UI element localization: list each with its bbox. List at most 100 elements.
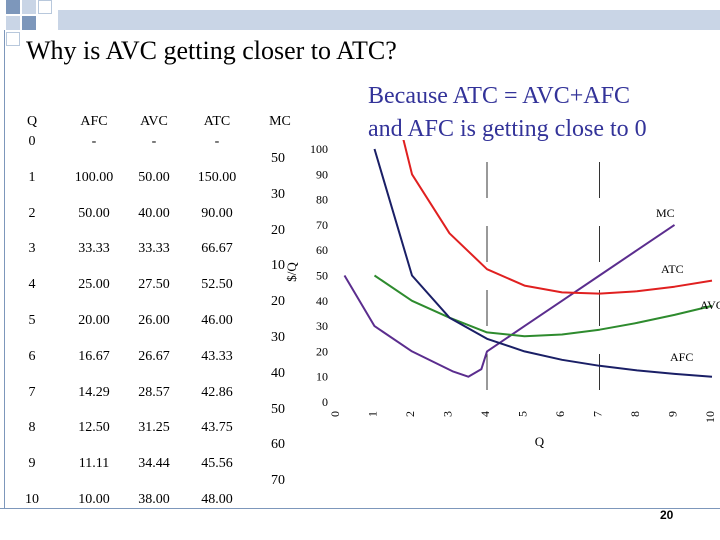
table-cell: 3 bbox=[28, 241, 36, 257]
x-tick-label: 5 bbox=[516, 411, 530, 417]
x-tick-label: 6 bbox=[553, 411, 567, 417]
slide-subtitle: Because ATC = AVC+AFC and AFC is getting… bbox=[368, 80, 647, 146]
table-header: Q bbox=[26, 114, 38, 129]
table-cell-mc: 30 bbox=[271, 330, 285, 345]
decor-square bbox=[22, 0, 36, 14]
table-cell: 2 bbox=[28, 205, 36, 221]
y-tick-label: 80 bbox=[316, 193, 328, 207]
table-cell: 5 bbox=[28, 313, 36, 328]
table-cell: 100.00 bbox=[74, 169, 114, 185]
table-cell: 26.00 bbox=[138, 313, 170, 328]
table-cell-mc: 20 bbox=[271, 294, 285, 310]
table-cell: - bbox=[151, 134, 157, 149]
table-cell: 33.33 bbox=[78, 241, 110, 257]
table-cell: 1 bbox=[28, 169, 36, 185]
cost-curves-chart: 0 10 20 30 40 50 60 70 80 90 100 0 1 2 3 4 5 6 7 8 9 10 $/Q Q MC… bbox=[284, 140, 720, 449]
series-label-atc: ATC bbox=[661, 262, 684, 276]
table-cell: 90.00 bbox=[201, 205, 233, 221]
decor-square bbox=[6, 0, 20, 14]
table-cell: - bbox=[214, 134, 220, 149]
y-tick-label: 10 bbox=[316, 370, 328, 384]
table-cell-mc: 20 bbox=[271, 222, 285, 238]
table-cell: 48.00 bbox=[201, 492, 233, 507]
left-accent-line bbox=[4, 30, 5, 508]
x-axis-label: Q bbox=[535, 434, 545, 449]
series-line-mc bbox=[343, 224, 676, 378]
subtitle-line: Because ATC = AVC+AFC bbox=[368, 83, 630, 109]
table-cell: 33.33 bbox=[138, 241, 170, 257]
table-cell: 8 bbox=[28, 420, 36, 436]
y-tick-label: 60 bbox=[316, 243, 328, 257]
table-cell-mc: 60 bbox=[271, 437, 285, 453]
x-tick-label: 1 bbox=[366, 411, 380, 417]
slide-title: Why is AVC getting closer to ATC? bbox=[26, 36, 397, 65]
table-cell: 25.00 bbox=[78, 277, 110, 293]
table-cell: 42.86 bbox=[201, 384, 233, 400]
table-header: AFC bbox=[80, 114, 108, 129]
series-group bbox=[343, 140, 713, 378]
cost-table: Q AFC AVC ATC MC 0 - - - 1 100.00 50.00 150.00 2 50.00… bbox=[14, 114, 314, 514]
table-cell-mc: 10 bbox=[271, 258, 285, 274]
table-cell: 20.00 bbox=[78, 313, 110, 328]
table-cell-mc: 50 bbox=[271, 401, 285, 417]
series-line-atc bbox=[402, 140, 713, 295]
series-label-mc: MC bbox=[656, 206, 675, 220]
table-cell: 6 bbox=[28, 348, 36, 364]
y-axis-label: $/Q bbox=[284, 262, 299, 282]
x-tick-label: 8 bbox=[628, 411, 642, 417]
table-cell: 10.00 bbox=[78, 492, 110, 507]
y-tick-label: 20 bbox=[316, 344, 328, 358]
table-cell: 14.29 bbox=[78, 384, 110, 400]
table-cell: 10 bbox=[25, 492, 39, 507]
table-cell: 27.50 bbox=[138, 277, 170, 293]
table-cell: 150.00 bbox=[197, 169, 237, 185]
table-cell: 52.50 bbox=[201, 277, 233, 293]
table-cell-mc: 50 bbox=[271, 151, 285, 166]
y-tick-label: 70 bbox=[316, 218, 328, 232]
table-cell: 7 bbox=[28, 384, 36, 400]
page-number: 20 bbox=[660, 508, 674, 522]
decor-square bbox=[22, 16, 36, 30]
x-tick-label: 0 bbox=[328, 411, 342, 417]
y-tick-label: 0 bbox=[322, 395, 328, 409]
x-tick-label: 4 bbox=[478, 411, 492, 417]
y-tick-label: 40 bbox=[316, 294, 328, 308]
series-line-avc bbox=[373, 274, 713, 338]
table-cell: 43.33 bbox=[201, 348, 233, 364]
table-cell: 66.67 bbox=[201, 241, 233, 257]
bottom-accent-line bbox=[0, 508, 720, 509]
series-label-avc: AVC bbox=[700, 298, 720, 312]
table-cell-mc: 70 bbox=[271, 473, 285, 489]
top-accent-bar bbox=[58, 10, 720, 30]
table-cell: 43.75 bbox=[201, 420, 233, 436]
table-cell-mc: 30 bbox=[271, 186, 285, 202]
table-cell: - bbox=[91, 134, 97, 149]
table-cell: 12.50 bbox=[78, 420, 110, 436]
table-header: AVC bbox=[140, 114, 168, 129]
table-header: ATC bbox=[203, 114, 231, 129]
table-header: MC bbox=[269, 114, 291, 129]
decor-square bbox=[38, 0, 52, 14]
series-label-afc: AFC bbox=[670, 350, 693, 364]
x-tick-label: 2 bbox=[403, 411, 417, 417]
x-tick-label: 3 bbox=[441, 411, 455, 417]
table-cell: 50.00 bbox=[78, 205, 110, 221]
subtitle-line: and AFC is getting close to 0 bbox=[368, 116, 647, 142]
y-tick-label: 90 bbox=[316, 167, 328, 181]
x-tick-label: 9 bbox=[666, 411, 680, 417]
y-tick-label: 30 bbox=[316, 319, 328, 333]
y-tick-label: 50 bbox=[316, 269, 328, 283]
decor-square bbox=[6, 32, 20, 46]
decor-square bbox=[6, 16, 20, 30]
table-cell: 46.00 bbox=[201, 313, 233, 328]
table-cell: 16.67 bbox=[78, 348, 110, 364]
x-tick-label: 7 bbox=[591, 411, 605, 417]
series-line-afc bbox=[373, 148, 713, 378]
table-cell: 50.00 bbox=[138, 169, 170, 185]
table-cell: 26.67 bbox=[138, 348, 170, 364]
table-cell: 40.00 bbox=[138, 205, 170, 221]
table-cell: 11.11 bbox=[78, 456, 110, 472]
table-cell: 0 bbox=[28, 134, 36, 149]
table-cell: 9 bbox=[28, 456, 36, 472]
table-cell: 45.56 bbox=[201, 456, 233, 472]
